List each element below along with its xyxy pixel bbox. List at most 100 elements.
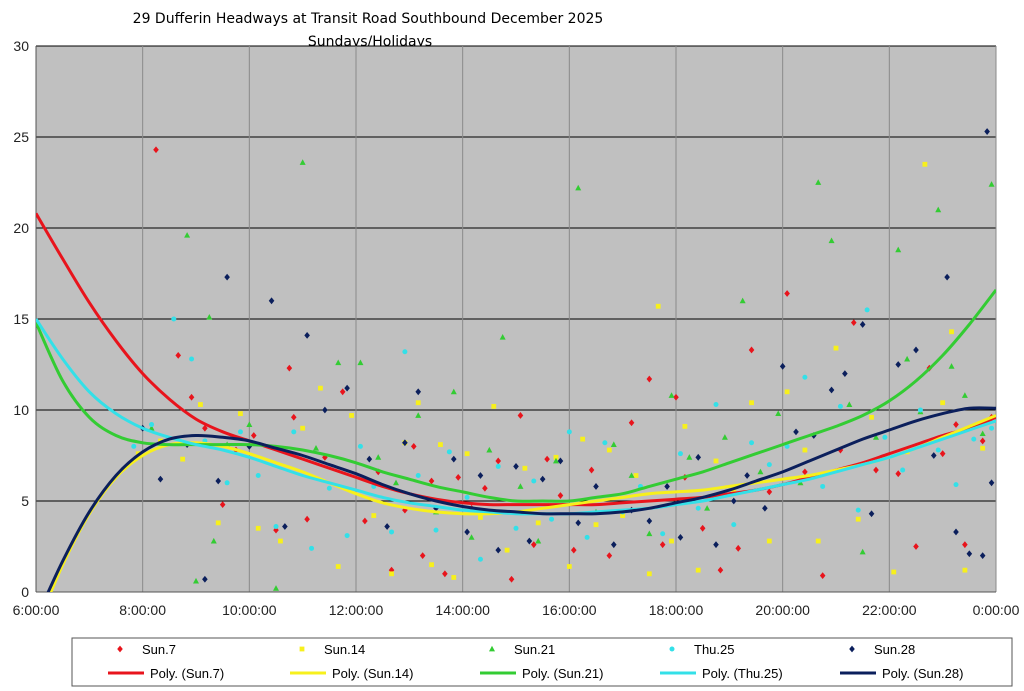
data-point (291, 429, 297, 435)
data-point (922, 161, 928, 167)
data-point (802, 468, 808, 476)
data-point (766, 538, 772, 544)
data-point (953, 528, 959, 536)
data-point (593, 483, 599, 490)
data-point (326, 485, 332, 491)
data-point (855, 507, 861, 513)
data-point (900, 467, 906, 473)
legend (71, 637, 1013, 687)
data-point (508, 575, 515, 583)
y-tick-label: 15 (13, 311, 29, 327)
data-point (189, 356, 195, 362)
data-point (628, 472, 635, 478)
data-point (891, 569, 897, 575)
data-point (748, 346, 755, 354)
legend-marker (849, 645, 855, 653)
data-point (478, 514, 483, 520)
legend-label: Sun.7 (142, 642, 176, 657)
data-point (410, 443, 417, 450)
data-point (930, 452, 937, 459)
data-point (895, 246, 902, 253)
data-point (513, 463, 519, 470)
data-point (544, 455, 550, 463)
data-point (828, 237, 835, 244)
data-point (864, 307, 870, 313)
data-point (713, 402, 719, 408)
data-point (895, 470, 902, 478)
data-point (131, 443, 137, 449)
data-point (646, 375, 653, 383)
legend-label: Sun.28 (874, 642, 915, 657)
data-point (495, 463, 501, 469)
data-point (837, 446, 844, 454)
data-point (610, 541, 617, 549)
data-point (669, 538, 674, 544)
data-point (148, 425, 155, 431)
data-point (646, 530, 653, 537)
data-point (779, 362, 786, 370)
data-point (202, 575, 208, 583)
data-point (357, 359, 364, 366)
data-point (766, 462, 772, 468)
legend-marker (489, 645, 495, 652)
data-point (682, 423, 688, 429)
data-point (495, 546, 502, 554)
data-point (730, 497, 737, 505)
data-point (820, 483, 826, 489)
data-point (962, 567, 968, 573)
data-point (633, 473, 639, 478)
data-point (215, 520, 221, 526)
data-point (149, 422, 155, 428)
data-point (873, 434, 879, 440)
data-point (273, 585, 279, 591)
x-tick-label: 20:00:00 (755, 602, 810, 618)
data-point (837, 403, 843, 409)
data-point (535, 520, 541, 526)
trendline-poly-sun-28 (46, 406, 996, 592)
data-point (224, 480, 230, 486)
data-point (660, 531, 666, 537)
data-point (428, 477, 435, 485)
data-point (539, 475, 546, 483)
data-point (219, 501, 226, 509)
data-point (606, 552, 613, 559)
data-point (290, 413, 297, 421)
data-point (477, 472, 484, 479)
data-point (486, 446, 493, 453)
data-point (979, 552, 986, 559)
data-point (606, 447, 612, 453)
data-point (713, 458, 719, 464)
data-point (793, 428, 799, 436)
data-point (526, 537, 533, 545)
data-point (268, 297, 275, 305)
x-tick-label: 8:00:00 (119, 602, 166, 618)
y-tick-label: 5 (21, 493, 29, 509)
data-point (980, 445, 986, 451)
data-point (273, 523, 279, 529)
data-point (362, 517, 368, 525)
data-point (948, 363, 955, 369)
data-point (153, 146, 159, 154)
chart-title: 29 Dufferin Headways at Transit Road Sou… (133, 11, 604, 27)
data-point (553, 457, 559, 464)
data-point (677, 451, 683, 457)
data-point (188, 393, 195, 401)
x-tick-label: 0:00:00 (973, 602, 1020, 618)
data-point (468, 534, 475, 540)
legend-label: Sun.21 (514, 642, 555, 657)
data-point (566, 429, 572, 435)
data-point (766, 488, 773, 496)
data-point (602, 440, 608, 446)
data-point (402, 349, 408, 355)
data-point (575, 184, 582, 191)
data-point (522, 465, 528, 471)
data-point (366, 455, 373, 463)
legend-label: Thu.25 (694, 642, 734, 657)
data-point (721, 434, 728, 440)
y-tick-label: 30 (13, 38, 29, 54)
data-point (940, 400, 946, 406)
data-point (335, 359, 342, 366)
data-point (535, 537, 542, 544)
x-tick-label: 10:00:00 (222, 602, 277, 618)
data-point (953, 482, 959, 488)
